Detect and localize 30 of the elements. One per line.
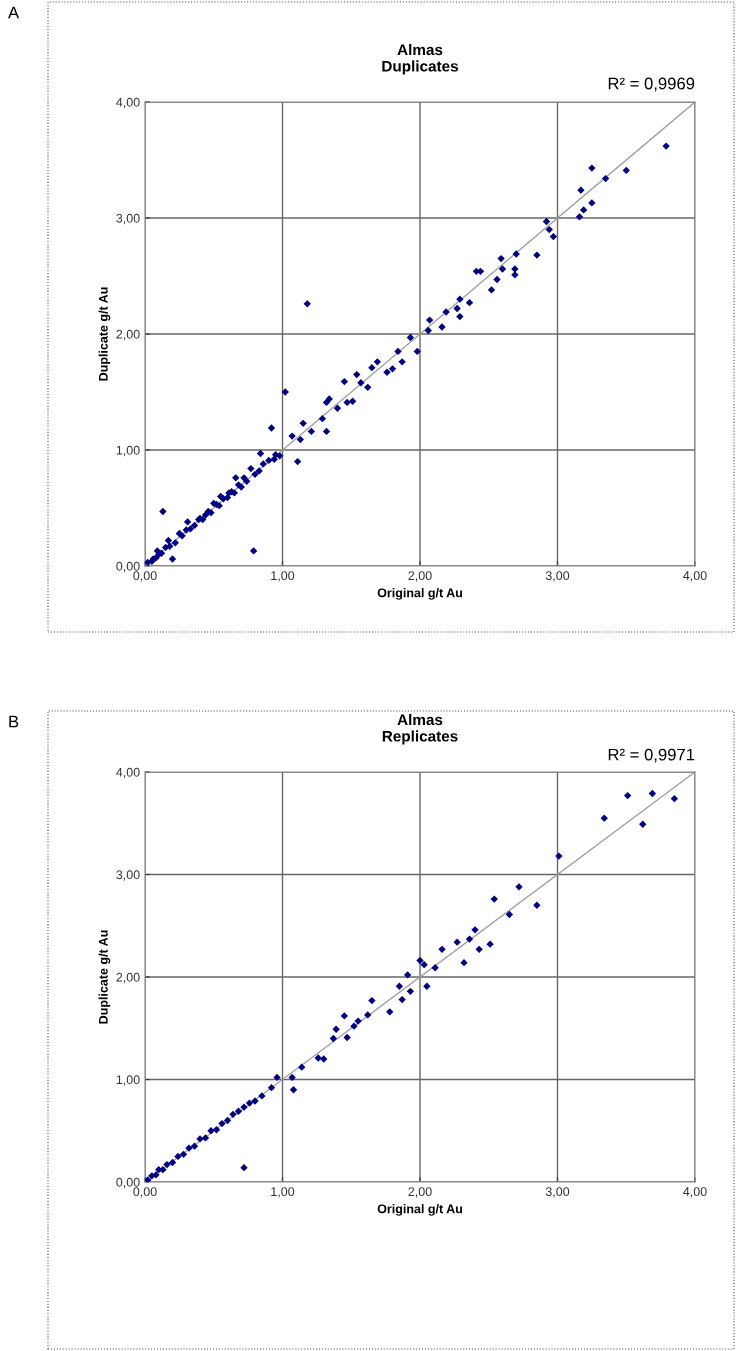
x-tick-label: 3,00 [545, 1187, 570, 1198]
x-tick-label: 1,00 [271, 1187, 295, 1198]
chart-title: Almas Duplicates [382, 43, 459, 75]
x-tick-label: 3,00 [545, 571, 570, 582]
y-tick-label: 1,00 [116, 1075, 140, 1086]
x-tick-label: 2,00 [408, 1187, 432, 1198]
y-tick-label: 4,00 [116, 767, 140, 779]
x-axis-title: Original g/t Au [377, 588, 462, 600]
y-axis-title: Duplicate g/t Au [98, 287, 111, 381]
text: A [8, 6, 20, 19]
x-tick-label: 4,00 [683, 571, 707, 582]
text: B [9, 715, 19, 728]
x-tick-label: 0,00 [133, 571, 157, 582]
text: R² = 0,9969 [608, 77, 695, 92]
y-axis-title: Duplicate g/t Au [98, 930, 111, 1024]
y-tick-label: 2,00 [116, 972, 140, 984]
x-tick-label: 1,00 [271, 571, 295, 582]
y-tick-label: 4,00 [116, 97, 140, 109]
x-tick-label: 0,00 [133, 1187, 157, 1198]
x-tick-label: 2,00 [408, 571, 432, 582]
text: R² = 0,9971 [608, 748, 695, 763]
y-tick-label: 0,00 [116, 561, 140, 573]
y-tick-label: 3,00 [116, 870, 140, 881]
y-tick-label: 0,00 [116, 1177, 140, 1189]
y-tick-label: 2,00 [116, 329, 140, 341]
x-tick-label: 4,00 [683, 1187, 707, 1198]
y-tick-label: 3,00 [116, 213, 140, 225]
chart-title: Almas Replicates [382, 713, 458, 745]
x-axis-title: Original g/t Au [377, 1204, 462, 1216]
y-tick-label: 1,00 [116, 445, 140, 457]
